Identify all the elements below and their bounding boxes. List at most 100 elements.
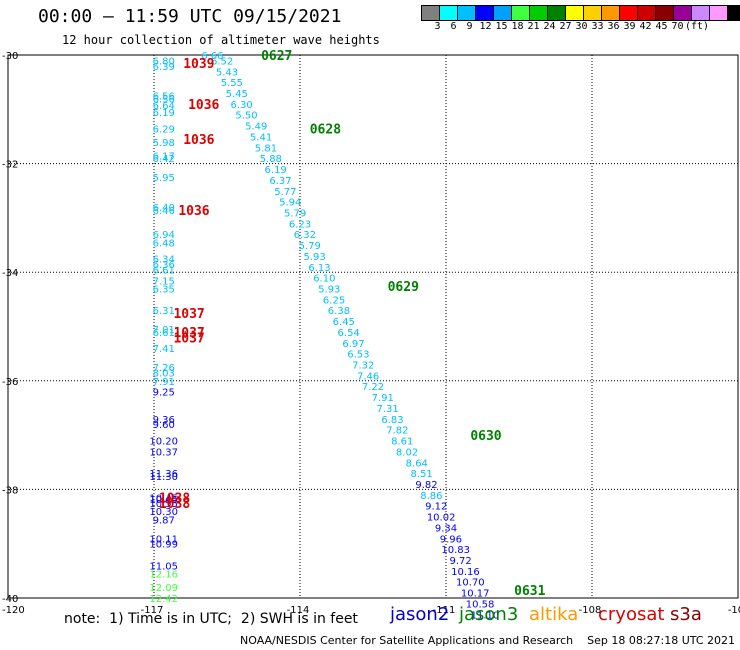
- y-tick-label: -34: [2, 268, 18, 279]
- swh-value: 5.95: [153, 173, 175, 184]
- color-swatch: [565, 5, 584, 21]
- swh-value: 10.45: [149, 495, 178, 506]
- pass-time: 1038: [159, 492, 190, 507]
- swh-value: 9.36: [153, 415, 175, 426]
- swh-value: 6.39: [153, 62, 175, 73]
- swh-value: 5.45: [226, 89, 248, 100]
- y-tick-label: -32: [2, 160, 18, 171]
- y-tick-label: -38: [2, 485, 18, 496]
- swh-value: 9.96: [440, 534, 462, 545]
- swh-value: 5.93: [303, 252, 325, 263]
- swh-value: 10.83: [441, 545, 470, 556]
- color-swatch: [655, 5, 674, 21]
- swh-value: 6.53: [347, 350, 369, 361]
- swh-value: 10.99: [149, 540, 178, 551]
- swh-value: 6.17: [153, 151, 175, 162]
- color-scale: [421, 5, 740, 21]
- swh-value: 7.91: [372, 393, 394, 404]
- y-tick-label: -36: [2, 377, 18, 388]
- lat-lon-grid: [7, 54, 739, 599]
- swh-value: 7.46: [357, 371, 379, 382]
- color-swatch: [601, 5, 620, 21]
- swh-value: 6.52: [211, 56, 233, 67]
- pass-time: 1038: [159, 497, 190, 512]
- swh-value: 10.37: [149, 447, 178, 458]
- color-scale-label: 45: [655, 21, 668, 32]
- color-swatch: [637, 5, 656, 21]
- swh-value: 6.48: [153, 238, 175, 249]
- swh-value: 12.16: [149, 570, 178, 581]
- swh-value: 7.26: [153, 363, 175, 374]
- color-swatch: [547, 5, 566, 21]
- swh-value: 6.30: [230, 100, 252, 111]
- color-scale-label: (ft): [685, 21, 710, 32]
- swh-value: 9.82: [415, 480, 437, 491]
- swh-value: 10.55: [149, 499, 178, 510]
- swh-value: 5.50: [235, 111, 257, 122]
- swh-value: 6.46: [153, 206, 175, 217]
- color-swatch: [709, 5, 728, 21]
- color-scale-label: 24: [543, 21, 556, 32]
- color-scale-label: 30: [575, 21, 588, 32]
- legend-cryosat: cryosat: [598, 604, 665, 625]
- swh-value: 6.61: [153, 328, 175, 339]
- swh-value: 5.81: [255, 143, 277, 154]
- swh-value: 10.16: [451, 567, 480, 578]
- swh-value: 5.94: [279, 198, 301, 209]
- x-tick-label: -114: [287, 605, 310, 616]
- legend-altika: altika: [529, 604, 579, 625]
- pass-time: 1036: [188, 98, 219, 113]
- swh-value: 6.10: [313, 274, 335, 285]
- swh-value: 6.19: [265, 165, 287, 176]
- swh-value: 9.72: [449, 556, 471, 567]
- swh-value: 8.86: [420, 491, 442, 502]
- y-tick-label: -40: [2, 594, 18, 605]
- map-frame: [7, 54, 739, 599]
- legend-jason3: jason3: [459, 604, 519, 625]
- color-swatch: [511, 5, 530, 21]
- swh-value: 6.66: [201, 51, 223, 62]
- swh-value: 11.05: [149, 561, 178, 572]
- wave-height-points: 6.806.396.566.566.646.196.295.986.176.42…: [149, 51, 499, 621]
- swh-value: 10.45: [149, 494, 178, 505]
- swh-value: 5.98: [153, 138, 175, 149]
- color-scale-label: 18: [511, 21, 524, 32]
- swh-value: 6.97: [342, 339, 364, 350]
- swh-value: 10.30: [149, 507, 178, 518]
- swh-value: 10.02: [427, 513, 456, 524]
- swh-value: 9.12: [425, 502, 447, 513]
- pass-time: 1037: [173, 331, 204, 346]
- swh-value: 5.49: [245, 122, 267, 133]
- pass-time: 1036: [183, 133, 214, 148]
- x-tick-label: -111: [433, 605, 456, 616]
- pass-time: 0628: [310, 122, 341, 137]
- swh-value: 11.36: [149, 469, 178, 480]
- color-swatch: [493, 5, 512, 21]
- y-tick-label: -30: [2, 51, 18, 62]
- x-tick-label: -117: [141, 605, 164, 616]
- swh-value: 10.11: [149, 534, 178, 545]
- color-scale-label: 33: [591, 21, 604, 32]
- swh-value: 5.43: [216, 67, 238, 78]
- color-scale-label: 3: [434, 21, 441, 32]
- swh-value: 5.88: [260, 154, 282, 165]
- swh-value: 9.60: [153, 420, 175, 431]
- swh-value: 5.41: [250, 132, 272, 143]
- footnote: note: 1) Time is in UTC; 2) SWH is in fe…: [64, 611, 358, 627]
- color-swatch: [619, 5, 638, 21]
- swh-value: 12.42: [149, 594, 178, 605]
- x-tick-label: -108: [579, 605, 602, 616]
- color-swatch: [673, 5, 692, 21]
- swh-value: 5.93: [318, 284, 340, 295]
- swh-value: 6.23: [289, 219, 311, 230]
- swh-value: 6.36: [153, 260, 175, 271]
- color-scale-label: 39: [623, 21, 636, 32]
- swh-value: 7.01: [153, 325, 175, 336]
- swh-value: 7.15: [153, 276, 175, 287]
- color-swatch: [439, 5, 458, 21]
- swh-value: 6.61: [153, 265, 175, 276]
- color-scale-label: 21: [527, 21, 540, 32]
- swh-value: 6.38: [328, 306, 350, 317]
- swh-value: 5.79: [299, 241, 321, 252]
- swh-value: 6.35: [153, 284, 175, 295]
